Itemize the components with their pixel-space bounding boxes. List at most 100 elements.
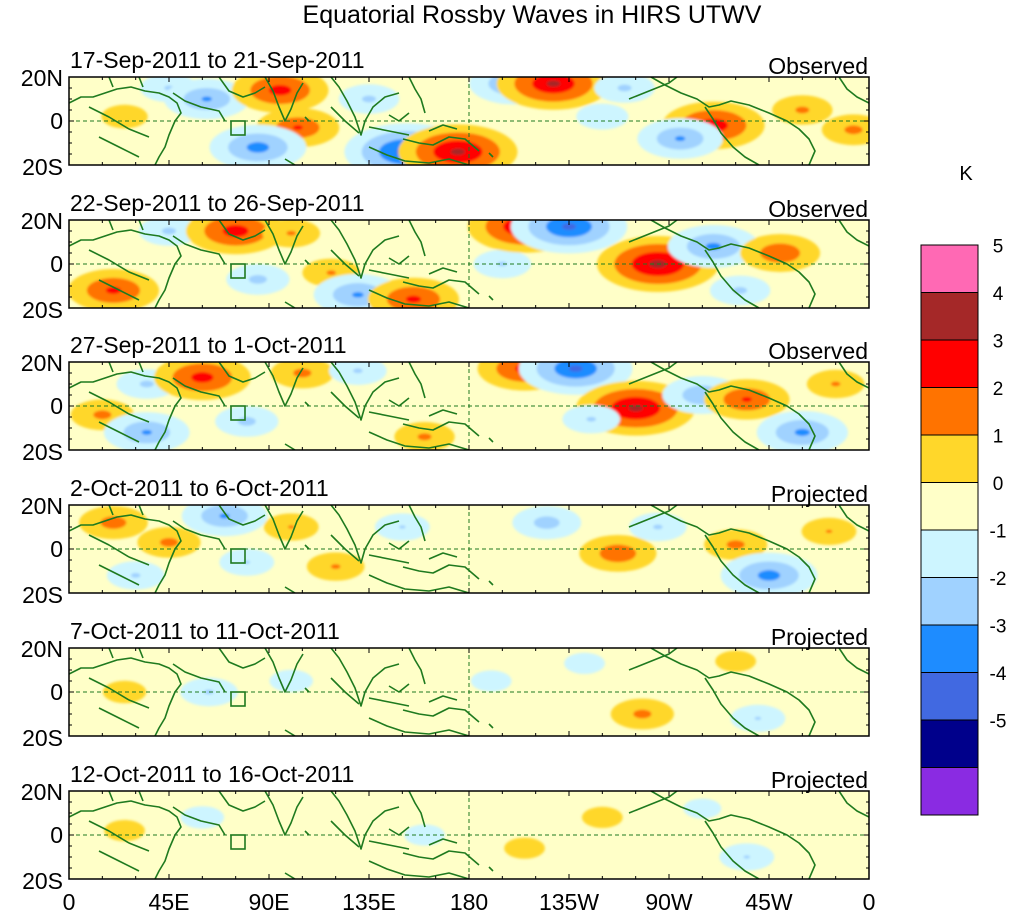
y-tick-label: 20N xyxy=(21,779,63,805)
anomaly-blob xyxy=(806,369,865,399)
anomaly-blob xyxy=(106,561,165,590)
y-tick-label: 0 xyxy=(50,822,63,848)
anomaly-blob xyxy=(512,505,582,540)
anomaly-blob xyxy=(594,77,655,103)
anomaly-blob xyxy=(496,77,611,110)
map-panel-1: 20N 0 20S 17-Sep-2011 to 21-Sep-2011 Observe… xyxy=(21,47,870,180)
panel-kind-label: Projected xyxy=(771,624,868,650)
x-tick-label: 0 xyxy=(63,889,76,915)
panel-date-range: 27-Sep-2011 to 1-Oct-2011 xyxy=(70,332,347,358)
x-tick-label: 0 xyxy=(863,889,876,915)
anomaly-blob xyxy=(772,95,833,125)
colorbar-label: -5 xyxy=(990,712,1007,733)
anomaly-blob xyxy=(629,512,687,542)
map-panel-6: 20N 0 20S 12-Oct-2011 to 16-Oct-2011 Project… xyxy=(21,761,870,894)
anomaly-blob xyxy=(338,84,400,114)
panel-kind-label: Observed xyxy=(768,53,868,79)
x-tick-label: 135E xyxy=(342,889,396,915)
anomaly-blob xyxy=(103,412,190,450)
anomaly-blob xyxy=(610,698,674,730)
y-tick-label: 0 xyxy=(50,393,63,419)
chart-title: Equatorial Rossby Waves in HIRS UTWV xyxy=(303,1,762,29)
colorbar-label: -2 xyxy=(990,569,1007,590)
anomaly-blob xyxy=(564,652,605,675)
x-tick-label: 90E xyxy=(249,889,290,915)
anomaly-blob xyxy=(79,505,148,540)
panel-kind-label: Projected xyxy=(771,767,868,793)
y-tick-label: 20N xyxy=(21,65,63,91)
x-tick-label: 45E xyxy=(149,889,190,915)
anomaly-blob xyxy=(231,77,329,113)
colorbar-label: 1 xyxy=(993,427,1004,448)
anomaly-blob xyxy=(581,806,623,829)
anomaly-blob xyxy=(562,405,621,434)
anomaly-blob xyxy=(398,124,518,165)
colorbar-label: 2 xyxy=(993,379,1004,400)
y-tick-label: 0 xyxy=(50,251,63,277)
colorbar-swatch xyxy=(920,767,979,816)
colorbar-swatch xyxy=(920,339,979,388)
anomaly-blob xyxy=(137,527,201,558)
anomaly-blob xyxy=(473,249,532,279)
anomaly-blob xyxy=(306,552,365,581)
colorbar-unit-label: K xyxy=(959,163,973,185)
colorbar-label: -3 xyxy=(990,617,1007,638)
anomaly-blob xyxy=(219,548,275,576)
anomaly-blob xyxy=(470,670,512,692)
y-tick-label: 20S xyxy=(22,725,63,751)
colorbar-swatch xyxy=(920,719,979,768)
y-tick-label: 0 xyxy=(50,108,63,134)
panel-date-range: 7-Oct-2011 to 11-Oct-2011 xyxy=(70,618,340,644)
x-tick-label: 135W xyxy=(539,889,599,915)
y-tick-label: 20S xyxy=(22,154,63,180)
y-tick-label: 0 xyxy=(50,679,63,705)
panel-date-range: 17-Sep-2011 to 21-Sep-2011 xyxy=(70,47,365,73)
anomaly-blob xyxy=(637,118,723,159)
colorbar-swatch xyxy=(920,529,979,578)
y-tick-label: 20N xyxy=(21,208,63,234)
anomaly-blob xyxy=(102,680,147,704)
anomaly-blob xyxy=(69,269,160,308)
anomaly-blob xyxy=(730,704,786,733)
x-tick-label: 180 xyxy=(450,889,488,915)
colorbar-swatch xyxy=(920,482,979,531)
anomaly-blob xyxy=(104,820,145,842)
anomaly-blob xyxy=(715,650,757,672)
anomaly-blob xyxy=(683,798,722,819)
colorbar-label: 4 xyxy=(993,284,1004,305)
anomaly-blob xyxy=(138,220,200,246)
x-tick-label: 90W xyxy=(645,889,693,915)
colorbar-swatch xyxy=(920,387,979,436)
y-tick-label: 20S xyxy=(22,582,63,608)
colorbar-label: 0 xyxy=(993,474,1004,495)
anomaly-blob xyxy=(821,114,869,146)
colorbar-label: 5 xyxy=(993,237,1004,258)
anomaly-blob xyxy=(719,843,775,871)
colorbar-swatch xyxy=(920,244,979,293)
colorbar-label: -1 xyxy=(990,522,1007,543)
y-tick-label: 0 xyxy=(50,536,63,562)
colorbar-swatch xyxy=(920,672,979,721)
anomaly-blob xyxy=(101,104,148,129)
anomaly-blob xyxy=(181,505,268,537)
panel-date-range: 2-Oct-2011 to 6-Oct-2011 xyxy=(70,475,329,501)
anomaly-blob xyxy=(720,552,818,593)
y-tick-label: 20N xyxy=(21,493,63,519)
anomaly-blob xyxy=(667,225,760,268)
panel-date-range: 12-Oct-2011 to 16-Oct-2011 xyxy=(70,761,354,787)
colorbar-swatch xyxy=(920,292,979,341)
anomaly-blob xyxy=(703,379,790,420)
panel-kind-label: Observed xyxy=(768,338,868,364)
colorbar-label: 3 xyxy=(993,332,1004,353)
colorbar-swatch xyxy=(920,577,979,626)
y-tick-label: 20S xyxy=(22,868,63,894)
anomaly-blob xyxy=(263,513,319,541)
y-tick-label: 20S xyxy=(22,297,63,323)
anomaly-blob xyxy=(262,220,321,248)
anomaly-blob xyxy=(709,275,771,306)
anomaly-blob xyxy=(226,264,290,295)
y-tick-label: 20N xyxy=(21,350,63,376)
anomaly-blob xyxy=(394,422,455,450)
anomaly-blob xyxy=(576,103,629,130)
